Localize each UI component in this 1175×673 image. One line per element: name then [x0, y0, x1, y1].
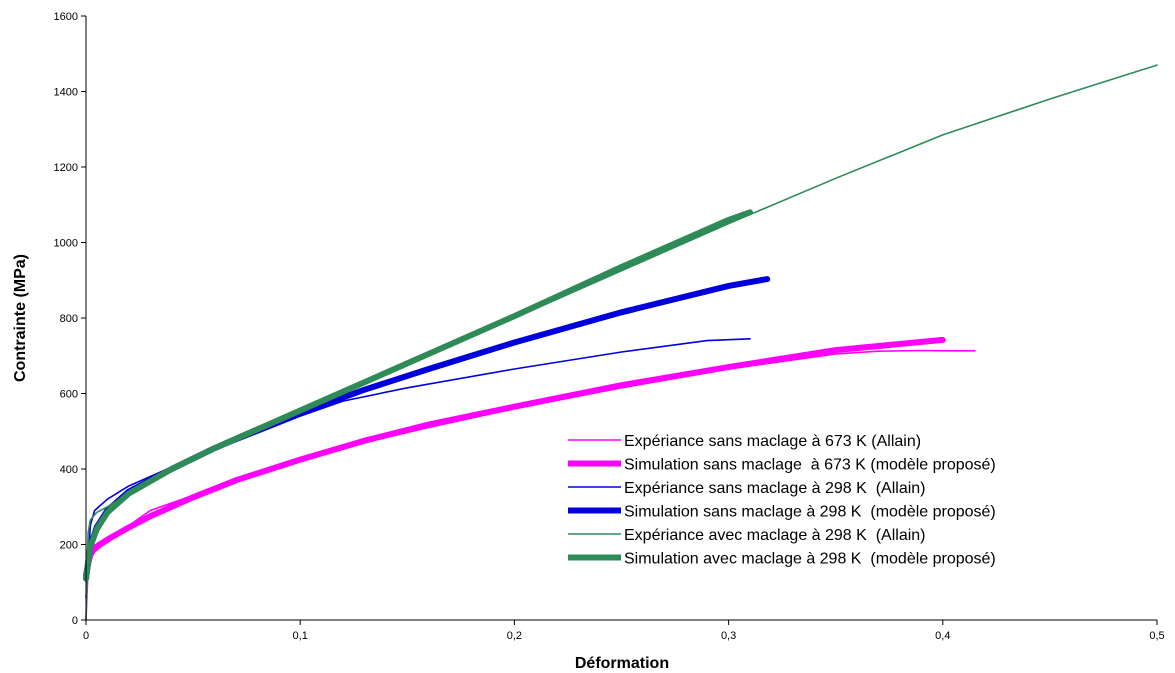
- legend-label: Expériance avec maclage à 298 K (Allain): [624, 527, 926, 544]
- y-tick-label: 400: [60, 464, 78, 476]
- ticks-layer: 0 200 400 600 800 1000 1200 1400 1600 0 0,1 0,2 0,3 0…: [54, 11, 1165, 642]
- legend-label: Expériance sans maclage à 673 K (Allain): [624, 433, 921, 450]
- y-tick-label: 800: [60, 313, 78, 325]
- x-tick-label: 0: [83, 630, 89, 642]
- x-tick-label: 0,3: [721, 630, 736, 642]
- y-tick-label: 1600: [54, 11, 78, 23]
- x-tick-label: 0,2: [507, 630, 522, 642]
- y-tick-label: 1000: [54, 238, 78, 250]
- y-tick-label: 600: [60, 389, 78, 401]
- legend-label: Expériance sans maclage à 298 K (Allain): [624, 480, 926, 497]
- y-tick-label: 0: [72, 615, 78, 627]
- x-tick-label: 0,4: [935, 630, 950, 642]
- legend-label: Simulation sans maclage à 673 K (modèle …: [624, 457, 996, 474]
- y-axis-title: Contrainte (MPa): [12, 254, 29, 382]
- legend-label: Simulation avec maclage à 298 K (modèle …: [624, 551, 996, 568]
- y-tick-label: 1400: [54, 87, 78, 99]
- series-line-2-simulation-sans-maclage-a-673-k-modele-p: [83, 336, 946, 578]
- x-axis-title: Déformation: [575, 655, 669, 672]
- series-line-3-experiance-sans-maclage-a-298-k-allain: [85, 337, 751, 599]
- y-tick-label: 1200: [54, 162, 78, 174]
- axes-layer: [85, 16, 1157, 621]
- legend-label: Simulation sans maclage à 298 K (modèle …: [624, 504, 996, 521]
- y-tick-label: 200: [60, 540, 78, 552]
- x-tick-label: 0,5: [1149, 630, 1164, 642]
- series-line-6-simulation-avec-maclage-a-298-k-modele-p: [83, 209, 753, 582]
- x-tick-label: 0,1: [293, 630, 308, 642]
- series-line-5-experiance-avec-maclage-a-298-k-allain: [85, 64, 1158, 621]
- series-layer: [83, 64, 1158, 621]
- legend: Expériance sans maclage à 673 K (Allain)…: [568, 433, 996, 568]
